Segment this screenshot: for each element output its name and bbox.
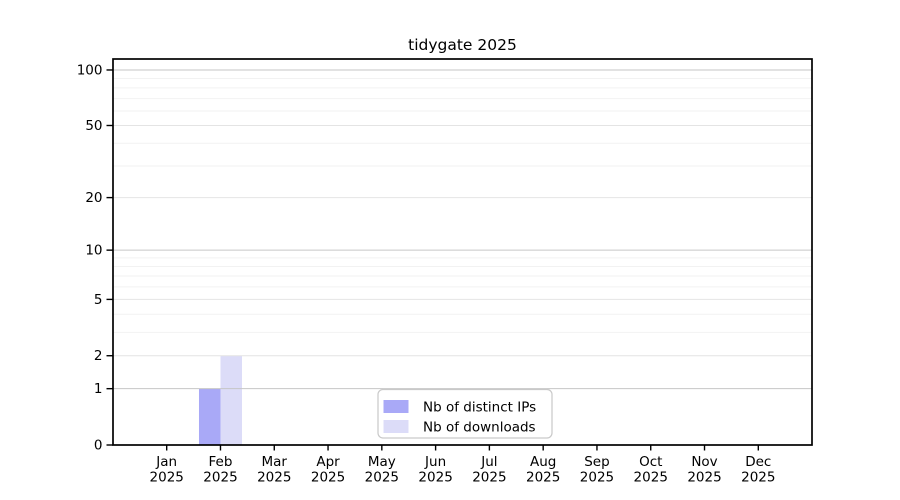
x-tick-label: Dec 2025 (741, 454, 775, 486)
legend-swatch-downloads (383, 420, 409, 433)
legend-box (377, 388, 553, 439)
legend: Nb of distinct IPs Nb of downloads (377, 388, 553, 439)
y-tick-label: 100 (77, 62, 103, 78)
x-tick-label: Feb 2025 (203, 454, 237, 486)
y-tick-label: 20 (85, 190, 102, 206)
legend-swatch-distinct-ips (383, 400, 409, 413)
x-tick-label: Apr 2025 (311, 454, 345, 486)
x-tick-label: Aug 2025 (526, 454, 560, 486)
y-tick-label: 50 (85, 118, 102, 134)
x-tick-label: Nov 2025 (687, 454, 721, 486)
y-tick-label: 1 (94, 381, 103, 397)
chart-title: tidygate 2025 (408, 36, 517, 54)
x-tick-label: May 2025 (365, 454, 399, 486)
bars-layer (198, 355, 242, 445)
plot-frame (112, 58, 813, 446)
y-tick-label: 0 (94, 438, 103, 454)
axes-layer: 0 1 2 5 10 20 50 100 Jan 2025 Feb 2025 Mar 2025 Apr 202… (77, 62, 776, 485)
y-tick-label: 10 (85, 243, 102, 259)
legend-label-distinct-ips: Nb of distinct IPs (423, 400, 536, 416)
x-tick-label: Sep 2025 (580, 454, 614, 486)
x-tick-label: Oct 2025 (634, 454, 668, 486)
gridlines-layer (113, 69, 812, 390)
plot-border (112, 58, 813, 446)
x-tick-label: Mar 2025 (257, 454, 291, 486)
y-tick-label: 2 (94, 348, 103, 364)
bar-distinct-ips-feb (198, 388, 221, 445)
x-tick-label: Jan 2025 (150, 454, 184, 486)
x-tick-label: Jun 2025 (418, 454, 452, 486)
x-tick-label: Jul 2025 (472, 454, 506, 486)
legend-label-downloads: Nb of downloads (423, 420, 536, 436)
y-tick-label: 5 (94, 292, 103, 308)
bar-downloads-feb (220, 355, 242, 445)
